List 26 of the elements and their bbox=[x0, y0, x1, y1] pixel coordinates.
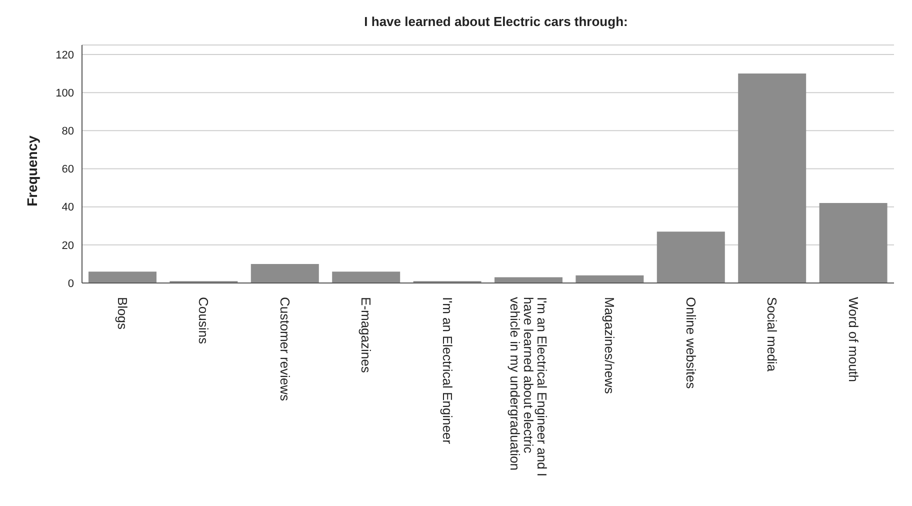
y-tick-label: 80 bbox=[62, 126, 74, 138]
bar bbox=[88, 272, 156, 283]
x-tick-label: Online websites bbox=[683, 297, 698, 390]
chart-title: I have learned about Electric cars through: bbox=[363, 14, 629, 29]
x-tick-label: I'm an Electrical Engineer and I have learned about electric vehicle in my undergraduation bbox=[507, 297, 550, 477]
y-tick-label: 100 bbox=[56, 88, 74, 100]
bar bbox=[250, 264, 319, 283]
x-tick-label: Social media bbox=[764, 297, 780, 372]
x-tick-label: Magazines/news bbox=[602, 297, 618, 394]
x-tick-label: Word of mouth bbox=[846, 297, 861, 382]
x-tick-label: Cousins bbox=[196, 297, 212, 344]
y-tick-label: 20 bbox=[62, 240, 74, 252]
x-tick-label: Blogs bbox=[115, 297, 130, 330]
bar bbox=[819, 203, 888, 283]
y-tick-label: 120 bbox=[56, 49, 74, 62]
x-tick-label: Customer reviews bbox=[277, 297, 292, 402]
y-tick-label: 40 bbox=[62, 202, 74, 214]
y-axis-title: Frequency bbox=[24, 136, 40, 206]
bar bbox=[738, 74, 806, 283]
bar bbox=[576, 275, 644, 283]
y-tick-label: 0 bbox=[68, 278, 74, 290]
x-tick-label: I'm an Electrical Engineer bbox=[440, 297, 455, 445]
bar bbox=[656, 232, 725, 283]
y-tick-label: 60 bbox=[62, 164, 74, 176]
bar bbox=[332, 272, 400, 283]
x-tick-label: E-magazines bbox=[358, 297, 374, 374]
